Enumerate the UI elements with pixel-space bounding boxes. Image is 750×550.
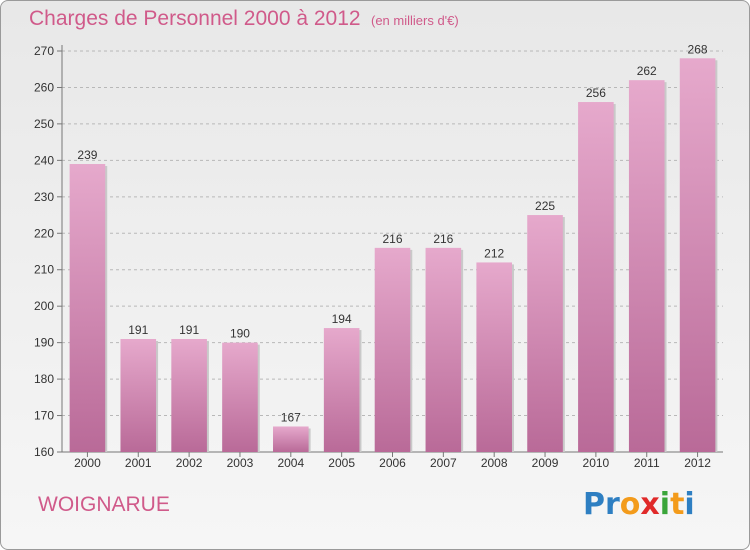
bar	[120, 338, 157, 452]
bar	[425, 247, 462, 452]
y-tick-labels: 160 170 180 190 200 210 220 230 240 250 260 270	[34, 44, 62, 459]
bar-value-label: 191	[128, 323, 148, 337]
chart-title: Charges de Personnel 2000 à 2012	[29, 7, 361, 30]
logo-letter: P	[583, 487, 605, 522]
bar-value-label: 194	[332, 312, 352, 326]
y-tick-label: 270	[34, 44, 54, 58]
bars	[69, 58, 718, 453]
y-tick-label: 210	[34, 263, 54, 277]
logo-letter: i	[659, 487, 671, 522]
y-tick-label: 250	[34, 117, 54, 131]
bar-value-label: 190	[230, 327, 250, 341]
bar-value-label: 212	[484, 246, 504, 260]
bar	[476, 262, 512, 452]
y-tick-label: 170	[34, 409, 54, 423]
bar-value-label: 225	[535, 199, 555, 213]
bar-value-label: 216	[382, 232, 402, 246]
bar	[628, 80, 665, 452]
logo-letter: t	[670, 487, 685, 522]
x-tick-label: 2006	[379, 456, 406, 470]
y-tick-label: 220	[34, 226, 54, 240]
chart-subtitle: (en milliers d'€)	[371, 13, 459, 28]
bar-value-label: 262	[637, 64, 657, 78]
logo-letter: r	[605, 487, 620, 522]
bar-value-label: 239	[77, 148, 97, 162]
bar	[222, 342, 258, 452]
value-labels: 239 191 191 190 167 194 216 216 212 225 256 262 268	[77, 42, 708, 424]
y-tick-label: 200	[34, 299, 54, 313]
logo-letter: o	[619, 487, 641, 522]
bar-value-label: 256	[586, 86, 606, 100]
x-tick-label: 2003	[227, 456, 254, 470]
logo-letter: x	[640, 487, 660, 522]
y-tick-label: 240	[34, 153, 54, 167]
proxiti-logo: Proxiti	[583, 487, 695, 522]
bar	[69, 164, 106, 452]
bar-value-label: 216	[433, 232, 453, 246]
x-tick-labels: 2000 2001 2002 2003 2004 2005 2006 2007 2008 2009…	[74, 452, 711, 470]
x-tick-label: 2004	[277, 456, 304, 470]
bar	[374, 247, 411, 452]
y-tick-label: 230	[34, 190, 54, 204]
bar	[527, 215, 563, 452]
x-tick-label: 2007	[430, 456, 457, 470]
bar-value-label: 191	[179, 323, 199, 337]
logo-letter: i	[684, 487, 695, 522]
town-name: WOIGNARUE	[38, 493, 170, 516]
x-tick-label: 2002	[176, 456, 203, 470]
x-tick-label: 2009	[532, 456, 559, 470]
bar	[171, 338, 207, 452]
y-tick-label: 260	[34, 80, 54, 94]
x-tick-label: 2001	[125, 456, 152, 470]
x-tick-label: 2000	[74, 456, 101, 470]
bar	[323, 328, 360, 452]
x-tick-label: 2010	[583, 456, 610, 470]
bar	[273, 426, 309, 452]
x-tick-label: 2008	[481, 456, 508, 470]
x-tick-label: 2012	[684, 456, 711, 470]
x-tick-label: 2011	[634, 456, 660, 470]
y-tick-label: 180	[34, 372, 54, 386]
bar-value-label: 268	[688, 42, 708, 56]
bar	[578, 102, 614, 452]
y-tick-label: 190	[34, 336, 54, 350]
bar	[679, 58, 716, 453]
bar-value-label: 167	[281, 410, 301, 424]
y-tick-label: 160	[34, 445, 54, 459]
x-tick-label: 2005	[328, 456, 355, 470]
